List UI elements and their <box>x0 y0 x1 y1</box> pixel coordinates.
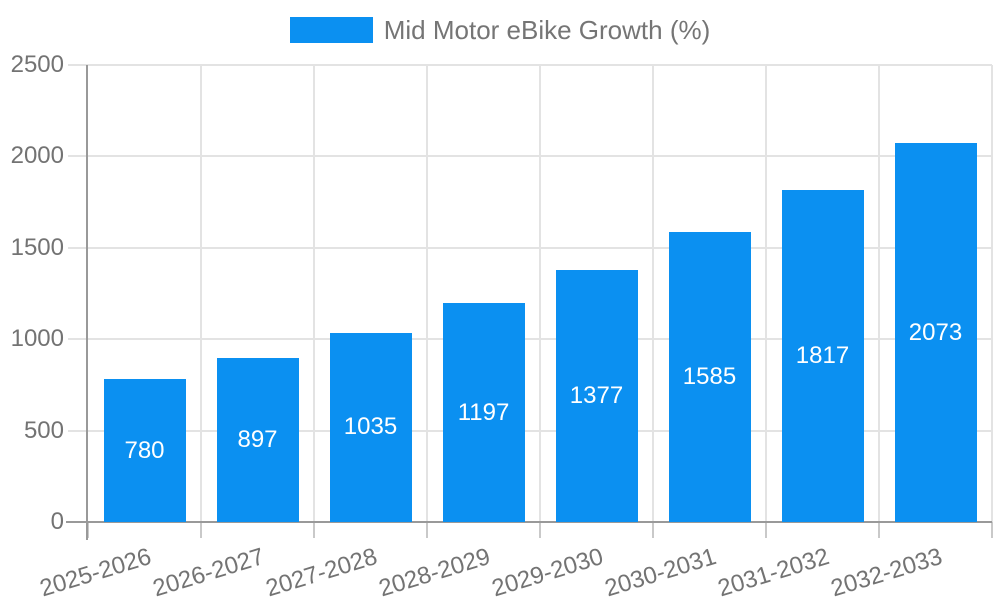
x-tick-label: 2026-2027 <box>149 543 268 600</box>
x-tick-mark <box>878 522 880 538</box>
y-tick-label: 1500 <box>10 233 64 261</box>
x-tick-mark <box>991 522 993 538</box>
x-tick-label: 2032-2033 <box>827 543 946 600</box>
bar-value-label: 1035 <box>343 413 398 441</box>
x-tick-label: 2031-2032 <box>714 543 833 600</box>
x-gridline <box>878 65 880 522</box>
bar-value-label: 780 <box>124 436 165 464</box>
bar-value-label: 1197 <box>457 398 510 426</box>
x-tick-mark <box>426 522 428 538</box>
legend-swatch-icon <box>289 17 373 43</box>
bar-value-label: 1377 <box>569 382 624 410</box>
y-gridline <box>68 338 992 341</box>
bar: 1035 <box>329 332 412 522</box>
x-tick-mark <box>652 522 654 538</box>
y-gridline <box>68 155 992 158</box>
legend-item[interactable]: Mid Motor eBike Growth (%) <box>289 14 711 46</box>
x-gridline <box>539 65 541 522</box>
bar: 780 <box>103 379 186 522</box>
y-axis-line <box>86 65 88 540</box>
bar: 897 <box>216 358 299 522</box>
legend: Mid Motor eBike Growth (%) <box>0 15 1000 45</box>
x-gridline <box>426 65 428 522</box>
y-tick-label: 2000 <box>10 142 64 170</box>
legend-label: Mid Motor eBike Growth (%) <box>383 14 711 45</box>
bar-value-label: 1585 <box>682 363 737 391</box>
x-tick-mark <box>200 522 202 538</box>
y-gridline <box>68 246 992 249</box>
y-tick-label: 0 <box>50 508 64 535</box>
bar-value-label: 1817 <box>795 341 850 369</box>
y-tick-label: 500 <box>23 416 64 444</box>
x-gridline <box>765 65 767 522</box>
x-tick-mark <box>539 522 541 538</box>
bar-value-label: 2073 <box>908 318 963 346</box>
x-tick-mark <box>765 522 767 538</box>
x-tick-label: 2028-2029 <box>375 543 494 600</box>
x-tick-label: 2029-2030 <box>488 543 607 600</box>
x-gridline <box>200 65 202 522</box>
bar: 1377 <box>555 270 638 522</box>
bar: 2073 <box>894 143 977 522</box>
bar: 1585 <box>668 232 751 522</box>
x-tick-label: 2030-2031 <box>601 543 720 600</box>
x-tick-label: 2027-2028 <box>262 543 381 600</box>
y-tick-label: 1000 <box>10 325 64 353</box>
x-tick-mark <box>87 522 89 538</box>
x-gridline <box>991 65 993 522</box>
x-tick-mark <box>313 522 315 538</box>
y-tick-label: 2500 <box>10 51 64 78</box>
bar: 1197 <box>442 303 525 522</box>
bar: 1817 <box>781 189 864 522</box>
x-gridline <box>652 65 654 522</box>
y-gridline <box>68 64 992 66</box>
bar-value-label: 897 <box>237 426 278 453</box>
x-gridline <box>313 65 315 522</box>
x-axis-line <box>66 521 992 523</box>
y-gridline <box>68 429 992 432</box>
x-tick-label: 2025-2026 <box>36 543 155 600</box>
